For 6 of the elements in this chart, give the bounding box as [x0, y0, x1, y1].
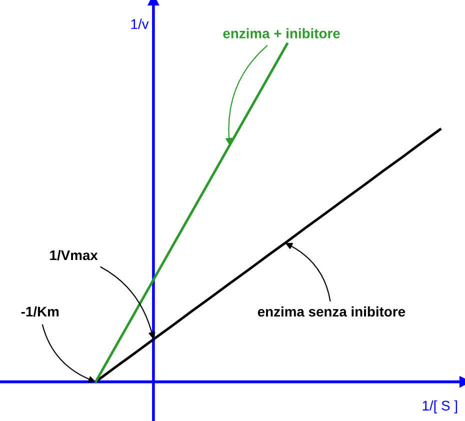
- annotation: 1/Vmax: [50, 250, 98, 260]
- x-axis-title: 1/[ S ]: [422, 400, 458, 414]
- annotation: enzima senza inibitore: [258, 306, 406, 317]
- y-axis-title: 1/v: [131, 18, 149, 29]
- text: enzima + inibitore: [223, 28, 340, 38]
- text: -1/Km: [21, 306, 59, 317]
